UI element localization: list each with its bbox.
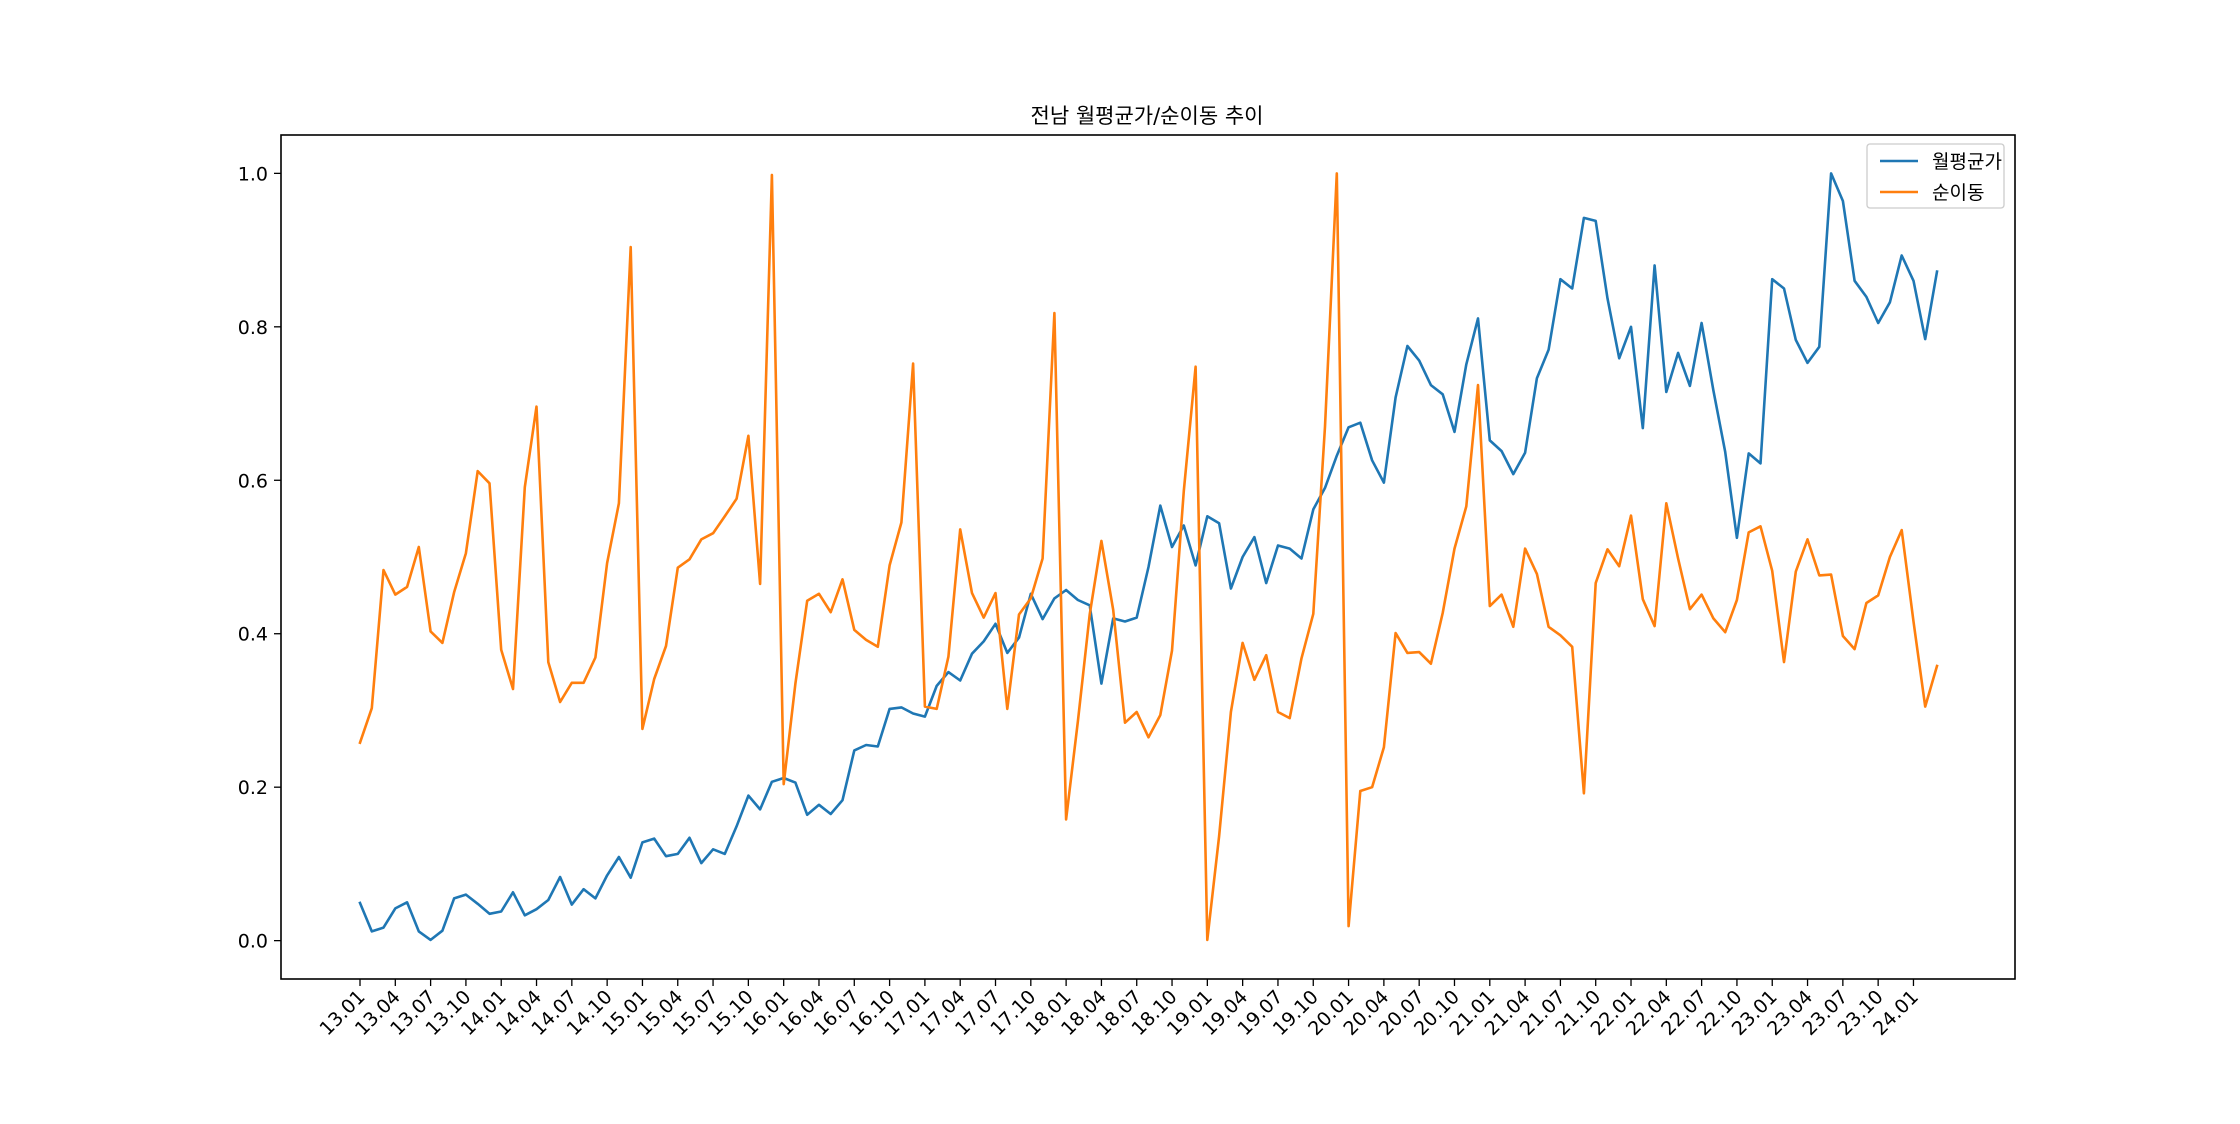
- series-group: [358, 172, 1939, 942]
- y-tick-label: 0.4: [238, 624, 268, 646]
- y-tick-label: 0.0: [238, 931, 268, 953]
- x-axis: 13.0113.0413.0713.1014.0114.0414.0714.10…: [316, 979, 1923, 1040]
- chart-title: 전남 월평균가/순이동 추이: [1031, 104, 1264, 128]
- legend-label: 월평균가: [1932, 151, 2002, 173]
- series-line-0: [358, 172, 1939, 942]
- y-tick-label: 1.0: [238, 163, 268, 185]
- y-tick-label: 0.2: [238, 777, 268, 799]
- legend-label: 순이동: [1932, 182, 1984, 204]
- y-axis: 0.0 0.2 0.4 0.6 0.8 1.0: [238, 163, 281, 953]
- y-tick-label: 0.6: [238, 470, 268, 492]
- plot-frame: [280, 134, 2016, 980]
- series-line-1: [358, 172, 1939, 942]
- y-tick-label: 0.8: [238, 317, 268, 339]
